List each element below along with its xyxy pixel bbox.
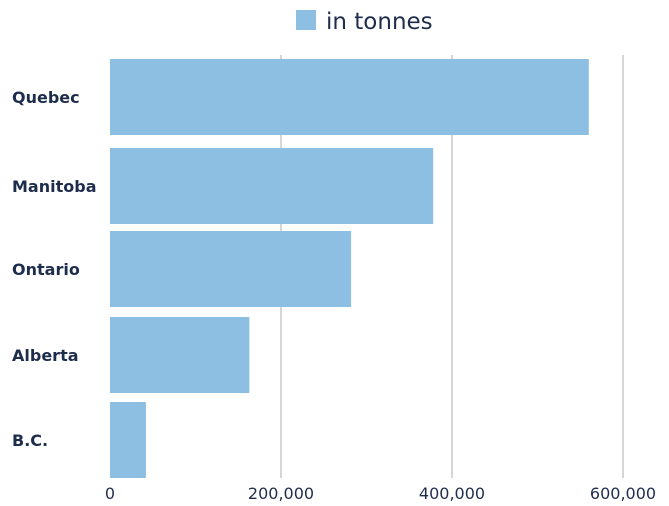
bar-ontario: [110, 231, 352, 307]
legend: in tonnes: [296, 9, 433, 35]
bar-manitoba: [110, 148, 434, 224]
legend-label: in tonnes: [326, 9, 433, 35]
legend-swatch: [296, 10, 316, 30]
bar-alberta: [110, 317, 250, 393]
bars: [110, 59, 589, 478]
category-label: Quebec: [12, 88, 80, 107]
x-tick-label: 600,000: [590, 484, 656, 503]
category-label: B.C.: [12, 431, 48, 450]
x-tick-label: 400,000: [419, 484, 485, 503]
category-label: Alberta: [12, 346, 79, 365]
category-labels: Quebec Manitoba Ontario Alberta B.C.: [12, 88, 96, 450]
bar-quebec: [110, 59, 589, 135]
x-tick-labels: 0 200,000 400,000 600,000: [105, 484, 656, 503]
x-tick-label: 0: [105, 484, 115, 503]
bar-b-c: [110, 402, 146, 478]
category-label: Manitoba: [12, 177, 96, 196]
x-tick-label: 200,000: [248, 484, 314, 503]
category-label: Ontario: [12, 260, 80, 279]
